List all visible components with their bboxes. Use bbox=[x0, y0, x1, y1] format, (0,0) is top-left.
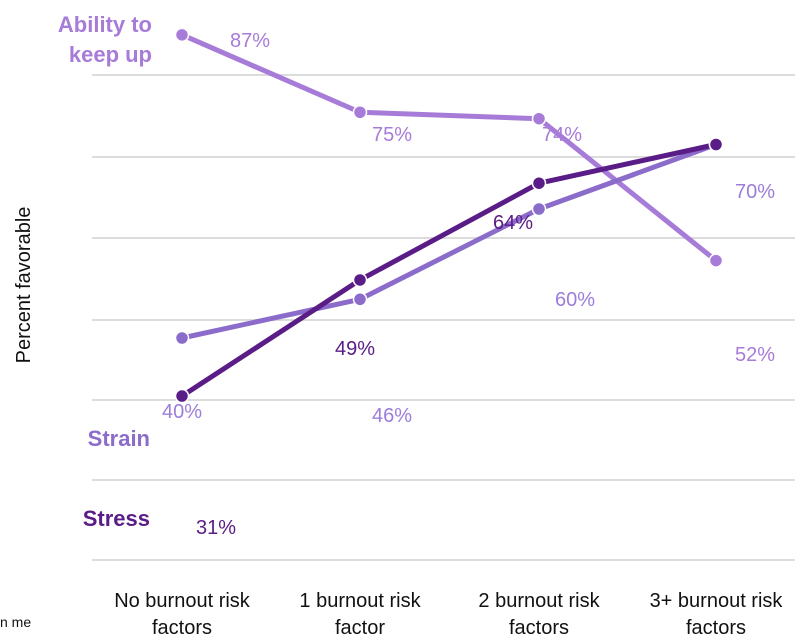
series-line bbox=[179, 32, 719, 264]
data-label: 60% bbox=[555, 289, 595, 311]
data-point bbox=[531, 201, 547, 217]
series-name-label: Stress bbox=[83, 506, 150, 531]
data-point bbox=[174, 330, 190, 346]
series-points bbox=[174, 27, 724, 404]
series-name-label: Strain bbox=[88, 426, 150, 451]
x-tick-label: No burnout risk factors bbox=[114, 590, 251, 639]
data-labels: 87% 75% 74% 52% 40% 46% 60% 70% 31% 49% 64% bbox=[162, 30, 775, 539]
data-label: 31% bbox=[196, 517, 236, 539]
series-line bbox=[179, 142, 719, 399]
data-label: 70% bbox=[735, 181, 775, 203]
data-point bbox=[174, 388, 190, 404]
data-point bbox=[352, 105, 368, 120]
data-label: 64% bbox=[493, 212, 533, 234]
series-names: Ability to keep up Strain Stress bbox=[58, 12, 152, 531]
data-point bbox=[352, 272, 368, 288]
x-tick-labels: No burnout risk factors 1 burnout risk fact… bbox=[114, 590, 783, 639]
data-point bbox=[531, 175, 547, 191]
data-label: 52% bbox=[735, 344, 775, 366]
data-label: 46% bbox=[372, 405, 412, 427]
series-lines bbox=[179, 32, 719, 399]
data-label: 40% bbox=[162, 401, 202, 423]
data-point bbox=[708, 253, 724, 268]
data-point bbox=[174, 27, 190, 43]
y-axis-label: Percent favorable bbox=[13, 207, 35, 364]
data-point bbox=[352, 292, 368, 307]
data-point bbox=[708, 137, 724, 152]
series-line bbox=[179, 142, 719, 341]
x-tick-label: 3+ burnout risk factors bbox=[650, 590, 784, 639]
x-tick-label: 2 burnout risk factors bbox=[478, 590, 600, 639]
series-name-label: Ability to keep up bbox=[58, 12, 152, 67]
cropped-footnote-text: n me bbox=[0, 614, 32, 630]
data-label: 75% bbox=[372, 124, 412, 146]
data-label: 49% bbox=[335, 338, 375, 360]
x-tick-label: 1 burnout risk factor bbox=[299, 590, 421, 639]
data-point bbox=[531, 111, 547, 126]
data-label: 74% bbox=[542, 124, 582, 146]
gridlines bbox=[92, 74, 795, 561]
data-label: 87% bbox=[230, 30, 270, 52]
